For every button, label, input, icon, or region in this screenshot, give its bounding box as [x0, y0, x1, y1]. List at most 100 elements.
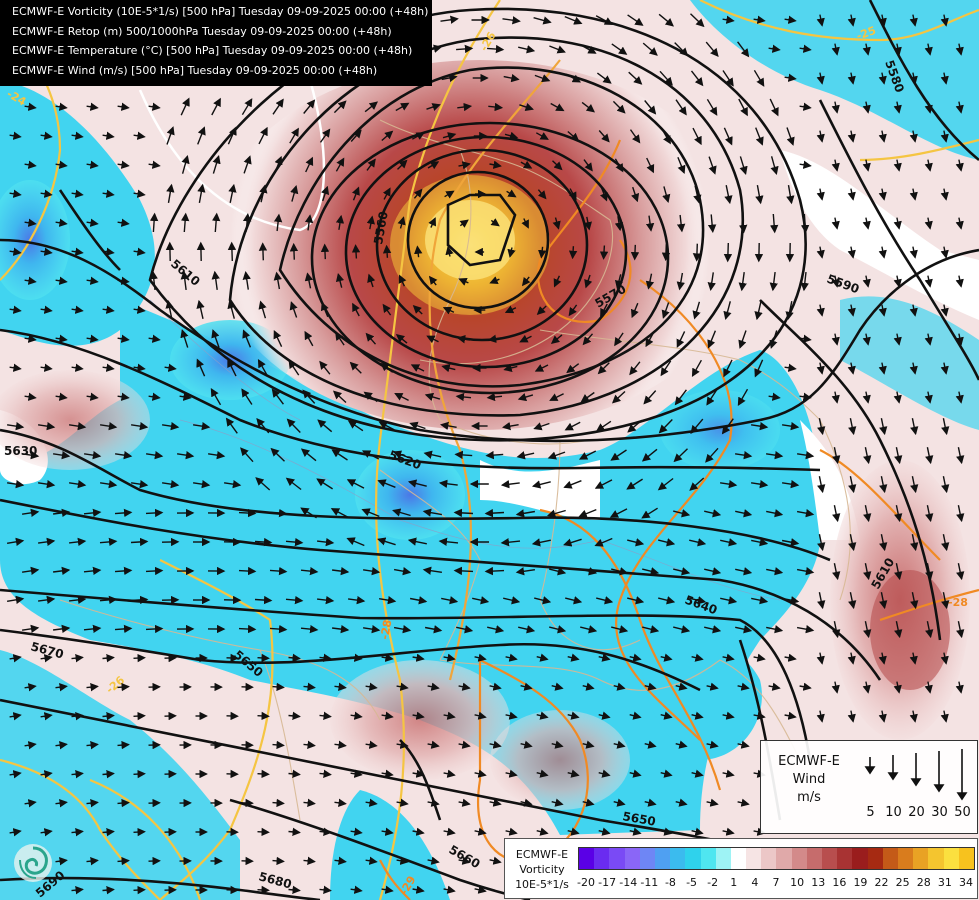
wind-arrow	[628, 71, 643, 85]
wind-arrow	[658, 596, 676, 605]
wind-arrow	[83, 508, 102, 518]
vorticity-tick: -2	[707, 876, 719, 889]
wind-arrow	[878, 188, 887, 201]
wind-arrow	[458, 278, 469, 286]
wind-arrow	[410, 364, 425, 372]
wind-arrow	[378, 421, 395, 431]
wind-arrow	[164, 363, 177, 372]
wind-arrow	[332, 390, 347, 404]
wind-arrow	[55, 683, 68, 692]
wind-arrow	[259, 184, 268, 203]
wind-arrow	[738, 272, 747, 292]
wind-arrow	[536, 711, 549, 720]
vorticity-tick: 19	[853, 876, 868, 889]
wind-arrow	[631, 186, 640, 203]
wind-arrow	[673, 567, 691, 576]
wind-arrow	[831, 681, 840, 694]
swirl-logo-icon	[14, 844, 52, 882]
wind-arrow	[662, 186, 671, 203]
wind-arrow	[538, 246, 547, 259]
wind-arrow	[630, 302, 639, 319]
wind-arrow	[300, 507, 317, 519]
wind-arrow	[55, 160, 68, 169]
wind-arrow	[941, 476, 950, 494]
wind-arrow	[117, 334, 130, 343]
wind-arrow	[941, 592, 950, 610]
wind-arrow	[707, 330, 717, 349]
wind-arrow	[708, 156, 717, 175]
vorticity-color-step	[928, 848, 944, 869]
wind-arrow	[114, 624, 133, 634]
wind-arrow	[520, 740, 533, 749]
wind-arrow	[693, 185, 702, 204]
vorticity-color-step	[867, 848, 883, 869]
wind-arrow	[832, 447, 841, 465]
wind-arrow	[766, 567, 784, 576]
wind-arrow	[910, 534, 919, 552]
wind-arrow	[83, 566, 102, 576]
wind-arrow	[738, 98, 748, 117]
wind-arrow	[133, 189, 146, 198]
wind-arrow	[133, 827, 146, 837]
wind-arrow	[407, 479, 427, 488]
wind-arrow	[179, 392, 192, 401]
wind-arrow	[847, 246, 856, 259]
wind-arrow	[242, 213, 252, 232]
wind-arrow	[940, 710, 949, 723]
wind-arrow	[816, 710, 825, 723]
wind-arrow	[9, 363, 22, 372]
wind-arrow	[816, 14, 825, 27]
wind-arrow	[487, 334, 501, 343]
wind-arrow	[211, 212, 221, 233]
wind-arrow	[832, 621, 841, 639]
wind-arrow	[737, 740, 750, 749]
wind-arrow	[422, 508, 443, 517]
wind-arrow	[705, 447, 719, 463]
vorticity-tick: -14	[619, 876, 638, 889]
wind-arrow	[753, 653, 766, 662]
wind-arrow	[753, 711, 766, 720]
wind-arrow	[750, 479, 769, 489]
vorticity-color-step	[624, 848, 640, 869]
vorticity-tick: 31	[937, 876, 952, 889]
wind-arrow	[335, 272, 345, 288]
wind-arrow	[24, 741, 37, 750]
wind-arrow	[690, 418, 704, 434]
wind-arrow	[735, 509, 753, 518]
wind-arrow	[180, 329, 189, 348]
wind-arrow	[536, 305, 547, 315]
wind-arrow	[180, 212, 190, 233]
wind-arrow	[366, 215, 375, 230]
vorticity-color-step	[837, 848, 853, 869]
wind-arrow	[582, 333, 594, 346]
wind-arrow	[643, 390, 657, 405]
wind-arrow	[352, 302, 360, 317]
wind-arrow	[781, 479, 800, 489]
wind-arrow	[507, 247, 516, 258]
wind-arrow	[796, 509, 815, 518]
vorticity-tick: 4	[751, 876, 759, 889]
wind-arrow	[755, 184, 764, 205]
svg-text:-28: -28	[948, 596, 968, 609]
wind-arrow	[862, 681, 871, 694]
wind-arrow	[331, 449, 348, 461]
wind-arrow	[474, 711, 487, 720]
wind-arrow	[6, 595, 25, 604]
wind-arrow	[611, 625, 629, 634]
wind-arrow	[567, 130, 580, 142]
wind-arrow	[769, 330, 778, 349]
wind-arrow	[396, 856, 409, 865]
wind-arrow	[595, 15, 614, 25]
vorticity-legend-source: ECMWF-E	[515, 848, 569, 861]
wind-arrow	[71, 769, 84, 779]
wind-arrow	[38, 595, 56, 605]
wind-arrow	[86, 682, 99, 692]
wind-arrow	[317, 537, 335, 547]
wind-arrow	[568, 304, 578, 317]
wind-arrow	[770, 156, 779, 176]
wind-arrow	[879, 476, 888, 494]
wind-arrow	[456, 44, 474, 54]
wind-arrow	[564, 15, 583, 25]
wind-arrow	[454, 450, 473, 460]
wind-arrow	[71, 653, 84, 663]
